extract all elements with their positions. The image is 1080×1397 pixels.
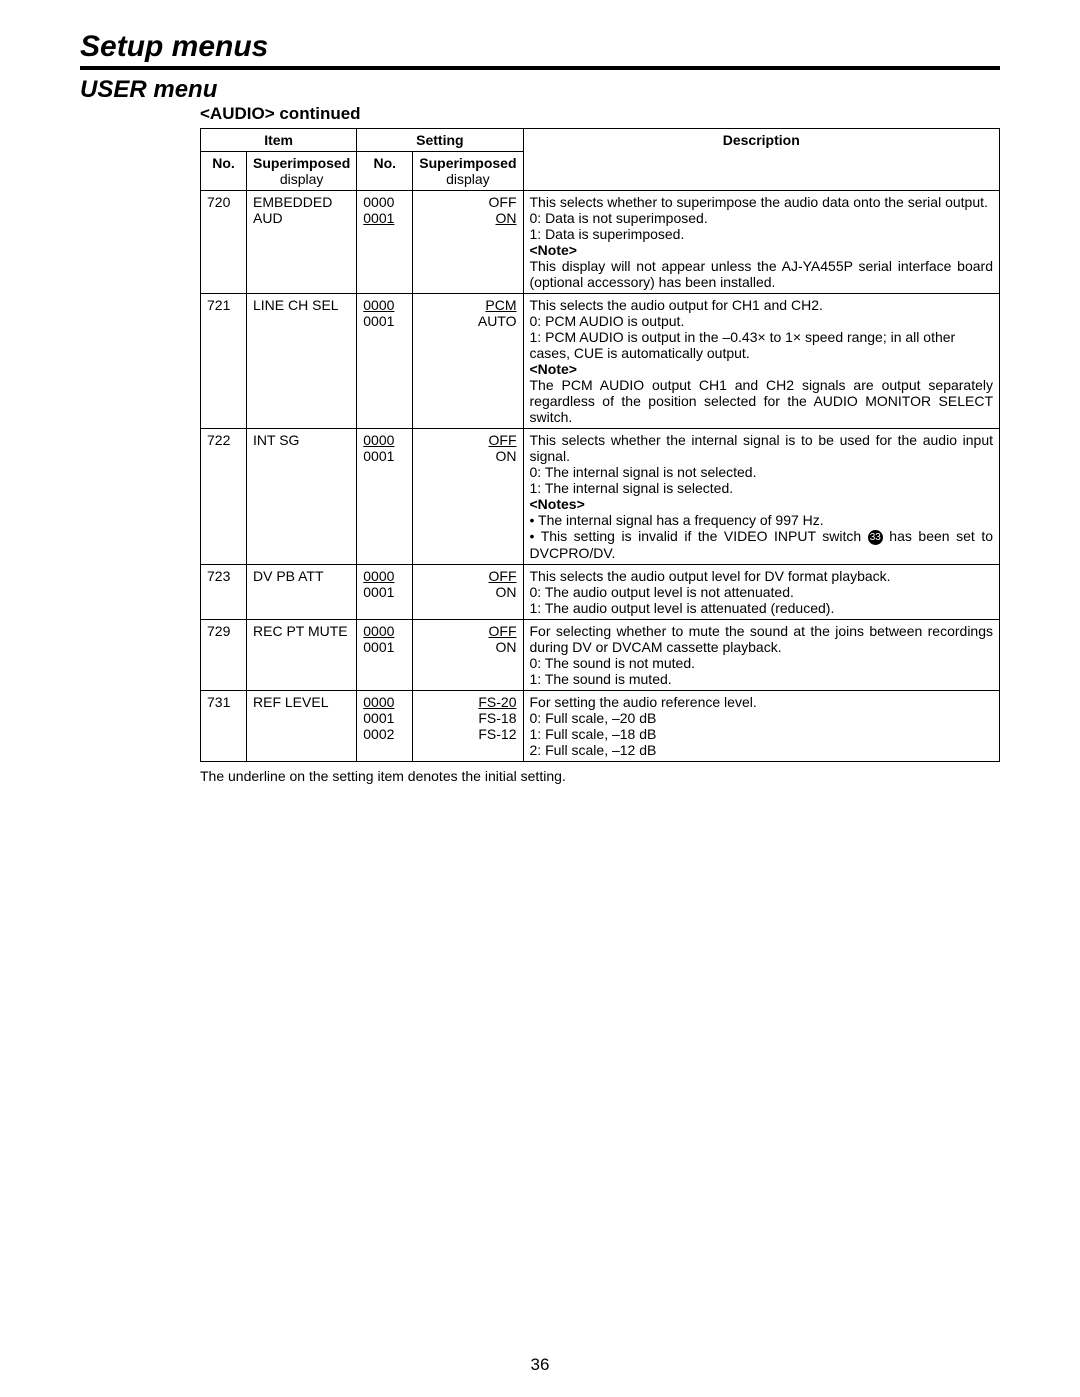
cell-setting-disp: OFFON [413, 619, 523, 690]
page-title-main: Setup menus [80, 30, 1000, 64]
header-item: Item [201, 129, 357, 152]
cell-item-no: 729 [201, 619, 247, 690]
header-display-1: display [280, 171, 324, 187]
header-superimposed-1: Superimposed [253, 155, 350, 171]
table-row: 721LINE CH SEL00000001PCMAUTOThis select… [201, 294, 1000, 429]
cell-item-disp: REF LEVEL [247, 690, 357, 761]
title-rule [80, 66, 1000, 70]
cell-setting-no: 00000001 [357, 294, 413, 429]
header-item-no: No. [201, 152, 247, 191]
cell-item-disp: LINE CH SEL [247, 294, 357, 429]
cell-setting-no: 000000010002 [357, 690, 413, 761]
cell-setting-disp: PCMAUTO [413, 294, 523, 429]
footnote: The underline on the setting item denote… [200, 768, 1000, 784]
cell-item-disp: REC PT MUTE [247, 619, 357, 690]
page-number: 36 [0, 1355, 1080, 1375]
page-title-sub: USER menu [80, 76, 1000, 104]
table-row: 729REC PT MUTE00000001OFFONFor selecting… [201, 619, 1000, 690]
cell-setting-disp: FS-20FS-18FS-12 [413, 690, 523, 761]
header-description: Description [523, 129, 1000, 191]
cell-item-no: 722 [201, 429, 247, 565]
header-superimposed-2: Superimposed [419, 155, 516, 171]
cell-description: For selecting whether to mute the sound … [523, 619, 1000, 690]
circled-number-icon: 33 [868, 530, 883, 545]
cell-item-disp: EMBEDDED AUD [247, 191, 357, 294]
cell-item-no: 721 [201, 294, 247, 429]
cell-description: This selects the audio output for CH1 an… [523, 294, 1000, 429]
cell-description: For setting the audio reference level.0:… [523, 690, 1000, 761]
header-display-2: display [446, 171, 490, 187]
table-row: 722INT SG00000001OFFONThis selects wheth… [201, 429, 1000, 565]
table-row: 723DV PB ATT00000001OFFONThis selects th… [201, 564, 1000, 619]
cell-item-no: 731 [201, 690, 247, 761]
cell-item-no: 720 [201, 191, 247, 294]
cell-item-disp: DV PB ATT [247, 564, 357, 619]
table-row: 720EMBEDDED AUD00000001OFFONThis selects… [201, 191, 1000, 294]
audio-menu-table: Item Setting Description No. Superimpose… [200, 128, 1000, 762]
cell-description: This selects whether the internal signal… [523, 429, 1000, 565]
header-item-disp: Superimposed display [247, 152, 357, 191]
cell-description: This selects whether to superimpose the … [523, 191, 1000, 294]
cell-setting-no: 00000001 [357, 191, 413, 294]
cell-setting-disp: OFFON [413, 191, 523, 294]
header-setting-disp: Superimposed display [413, 152, 523, 191]
cell-setting-disp: OFFON [413, 429, 523, 565]
cell-setting-no: 00000001 [357, 429, 413, 565]
cell-setting-no: 00000001 [357, 619, 413, 690]
section-label: <AUDIO> continued [200, 104, 1000, 124]
header-setting: Setting [357, 129, 523, 152]
cell-setting-no: 00000001 [357, 564, 413, 619]
cell-item-no: 723 [201, 564, 247, 619]
cell-item-disp: INT SG [247, 429, 357, 565]
table-row: 731REF LEVEL000000010002FS-20FS-18FS-12F… [201, 690, 1000, 761]
cell-setting-disp: OFFON [413, 564, 523, 619]
cell-description: This selects the audio output level for … [523, 564, 1000, 619]
header-setting-no: No. [357, 152, 413, 191]
